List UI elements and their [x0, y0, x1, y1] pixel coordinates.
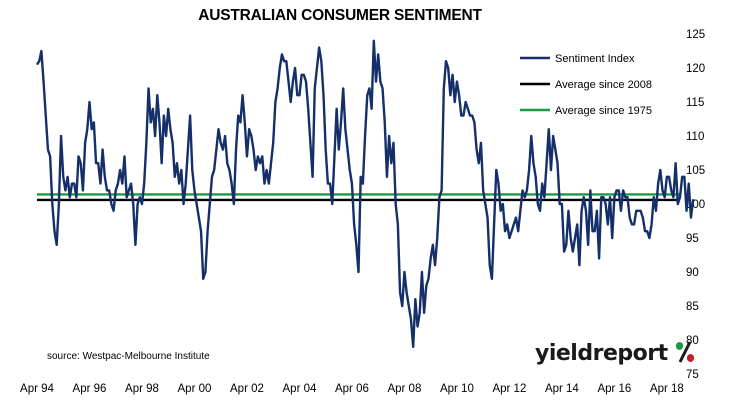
legend-item-sentiment-index: Sentiment Index [520, 53, 635, 65]
y-tick-label: 115 [686, 97, 704, 109]
x-tick-label: Apr 94 [20, 383, 54, 395]
x-tick-label: Apr 12 [492, 383, 526, 395]
percent-logo-icon [675, 341, 695, 363]
x-tick-label: Apr 10 [440, 383, 474, 395]
y-tick-label: 75 [686, 369, 699, 381]
x-tick-label: Apr 18 [650, 383, 684, 395]
y-tick-label: 85 [686, 301, 699, 313]
x-tick-label: Apr 04 [283, 383, 317, 395]
legend-label: Average since 1975 [555, 105, 652, 117]
x-tick-label: Apr 06 [335, 383, 369, 395]
x-tick-label: Apr 16 [597, 383, 631, 395]
legend-label: Sentiment Index [555, 53, 635, 65]
legend-item-average-since-2008: Average since 2008 [520, 79, 652, 91]
chart-title: AUSTRALIAN CONSUMER SENTIMENT [198, 7, 482, 24]
source-note: source: Westpac-Melbourne Institute [47, 351, 210, 362]
legend: Sentiment Index Average since 2008 Average… [520, 53, 652, 117]
y-tick-label: 95 [686, 233, 699, 245]
y-tick-label: 105 [686, 165, 705, 177]
x-tick-label: Apr 98 [125, 383, 159, 395]
yieldreport-logo: yieldreport [535, 340, 696, 372]
x-axis: Apr 94 Apr 96 Apr 98 Apr 00 Apr 02 Apr 04 Apr … [20, 383, 684, 395]
series-line-sentiment-index [35, 39, 695, 348]
y-tick-label: 110 [686, 131, 704, 143]
x-tick-label: Apr 02 [230, 383, 264, 395]
x-tick-label: Apr 14 [545, 383, 579, 395]
logo-wordmark: yieldreport [535, 341, 668, 366]
y-tick-label: 90 [686, 267, 699, 279]
x-tick-label: Apr 08 [387, 383, 421, 395]
y-tick-label: 120 [686, 63, 705, 75]
series-layer [35, 39, 695, 348]
x-tick-label: Apr 96 [73, 383, 107, 395]
legend-label: Average since 2008 [555, 79, 652, 91]
legend-item-average-since-1975: Average since 1975 [520, 105, 652, 117]
y-tick-label: 125 [686, 29, 705, 41]
x-tick-label: Apr 00 [178, 383, 212, 395]
